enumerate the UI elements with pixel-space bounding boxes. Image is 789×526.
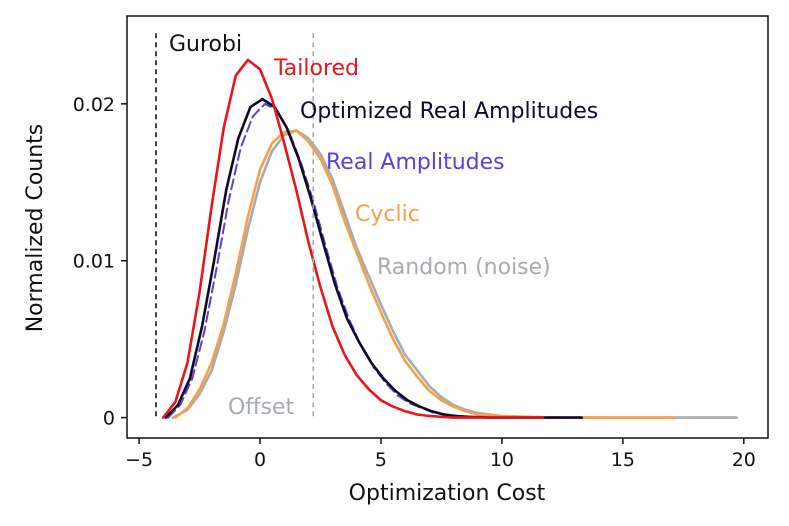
series-cyclic <box>174 129 675 419</box>
y-axis-label: Normalized Counts <box>23 124 48 333</box>
plot-frame <box>126 15 769 439</box>
offset-label: Offset <box>228 395 294 420</box>
x-tick-label: 10 <box>490 449 514 471</box>
random-noise-label: Random (noise) <box>377 255 551 280</box>
x-tick-label: −5 <box>125 449 153 471</box>
gurobi-label: Gurobi <box>169 32 242 57</box>
series-tailored <box>162 58 545 419</box>
x-tick-label: 5 <box>375 449 387 471</box>
x-tick-label: 15 <box>611 449 635 471</box>
cyclic-label: Cyclic <box>355 202 420 227</box>
x-tick-label: 0 <box>254 449 266 471</box>
y-tick-label: 0.01 <box>73 251 115 273</box>
tailored-label: Tailored <box>273 56 359 81</box>
y-tick-label: 0.02 <box>73 94 115 116</box>
real-amplitudes-label: Real Amplitudes <box>326 150 505 175</box>
x-tick-label: 20 <box>732 449 756 471</box>
y-tick-label: 0 <box>103 408 115 430</box>
optimized-real-amplitudes-label: Optimized Real Amplitudes <box>300 99 598 124</box>
x-ticks: −5 0 5 10 15 20 <box>125 438 756 471</box>
y-ticks: 0 0.01 0.02 <box>73 94 127 430</box>
series-layer <box>162 58 738 419</box>
reference-lines <box>155 33 315 418</box>
x-axis-label: Optimization Cost <box>349 481 546 506</box>
series-optimized-real-amplitudes <box>164 97 583 419</box>
